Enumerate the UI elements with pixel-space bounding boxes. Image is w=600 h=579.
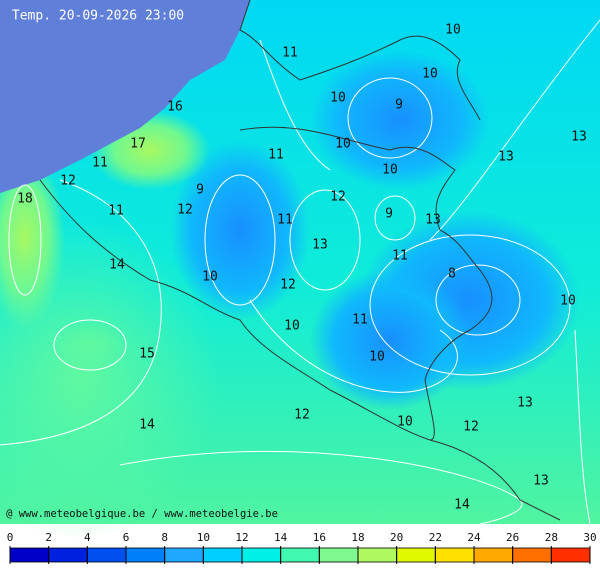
colorbar-tick-label: 28	[545, 531, 558, 544]
colorbar-tick-label: 8	[161, 531, 168, 544]
isotherm-label: 10	[382, 163, 398, 178]
isotherm-label: 12	[463, 420, 479, 435]
colorbar-tick-label: 14	[274, 531, 288, 544]
colorbar-tick-label: 10	[197, 531, 210, 544]
isotherm-label: 12	[294, 408, 310, 423]
isotherm-label: 13	[498, 150, 514, 165]
isotherm-label: 13	[425, 213, 441, 228]
isotherm-label: 13	[533, 474, 549, 489]
colorbar-tick-label: 2	[45, 531, 52, 544]
colorbar-segment	[125, 547, 166, 563]
colorbar-tick-label: 20	[390, 531, 403, 544]
isotherm-label: 16	[167, 100, 183, 115]
colorbar-tick-label: 22	[429, 531, 442, 544]
colorbar-segment	[164, 547, 204, 563]
colorbar-segment	[202, 547, 243, 563]
isotherm-label: 10	[445, 23, 461, 38]
sea	[0, 0, 250, 193]
colorbar: 0 2 4 6 8 10 12 14 16 18 20 22 24 26 28 30	[7, 531, 597, 564]
credit: @ www.meteobelgique.be / www.meteobelgie…	[6, 508, 278, 520]
colorbar-segment	[280, 547, 320, 563]
isotherm-label: 11	[282, 46, 298, 61]
colorbar-tick-label: 6	[123, 531, 130, 544]
colorbar-segment	[396, 547, 436, 563]
isotherm-label: 14	[454, 498, 470, 513]
colorbar-segment	[434, 547, 475, 563]
isotherm-label: 8	[448, 267, 456, 282]
isotherm-label: 10	[284, 319, 300, 334]
isotherm-label: 12	[280, 278, 296, 293]
isotherm-label: 10	[330, 91, 346, 106]
isotherm-label: 10	[369, 350, 385, 365]
isotherm-label: 14	[139, 418, 155, 433]
colorbar-tick-label: 16	[313, 531, 326, 544]
isotherm-label: 11	[277, 213, 293, 228]
isotherm-label: 13	[571, 130, 587, 145]
isotherm-label: 9	[196, 183, 204, 198]
isotherm-label: 11	[108, 204, 124, 219]
isotherm-label: 9	[395, 98, 403, 113]
isotherm-label: 13	[312, 238, 328, 253]
isotherm-label: 10	[202, 270, 218, 285]
colorbar-segment	[48, 547, 88, 563]
isotherm-label: 13	[517, 396, 533, 411]
isotherms	[0, 19, 600, 525]
isotherm-label: 12	[330, 190, 346, 205]
isotherm-label: 11	[392, 249, 408, 264]
isotherm-label: 15	[139, 347, 155, 362]
colorbar-tick-label: 0	[7, 531, 14, 544]
title: Temp. 20-09-2026 23:00	[12, 9, 184, 24]
isotherm-label: 11	[268, 148, 284, 163]
colorbar-segment	[86, 547, 127, 563]
isotherm-label: 11	[352, 313, 368, 328]
isotherm-label: 10	[560, 294, 576, 309]
colorbar-tick-label: 24	[467, 531, 481, 544]
colorbar-segment	[241, 547, 282, 563]
colorbar-segment	[512, 547, 552, 563]
borders	[39, 0, 561, 521]
isotherm-label: 18	[17, 192, 33, 207]
isotherm-label: 10	[422, 67, 438, 82]
isotherm-label: 10	[335, 137, 351, 152]
isotherm-label: 12	[60, 174, 76, 189]
colorbar-tick-label: 30	[583, 531, 596, 544]
colorbar-segment	[473, 547, 514, 563]
colorbar-tick-label: 18	[351, 531, 364, 544]
isotherm-label: 10	[397, 415, 413, 430]
isotherm-label: 11	[92, 156, 108, 171]
colorbar-segment	[318, 547, 359, 563]
isotherm-label: 9	[385, 207, 393, 222]
isotherm-label: 14	[109, 258, 125, 273]
colorbar-tick-label: 26	[506, 531, 519, 544]
colorbar-segment	[550, 547, 591, 563]
isotherm-label: 12	[177, 203, 193, 218]
colorbar-tick-label: 12	[235, 531, 248, 544]
isotherm-label: 17	[130, 137, 146, 152]
colorbar-segment	[9, 547, 50, 563]
colorbar-segment	[357, 547, 398, 563]
colorbar-tick-label: 4	[84, 531, 91, 544]
